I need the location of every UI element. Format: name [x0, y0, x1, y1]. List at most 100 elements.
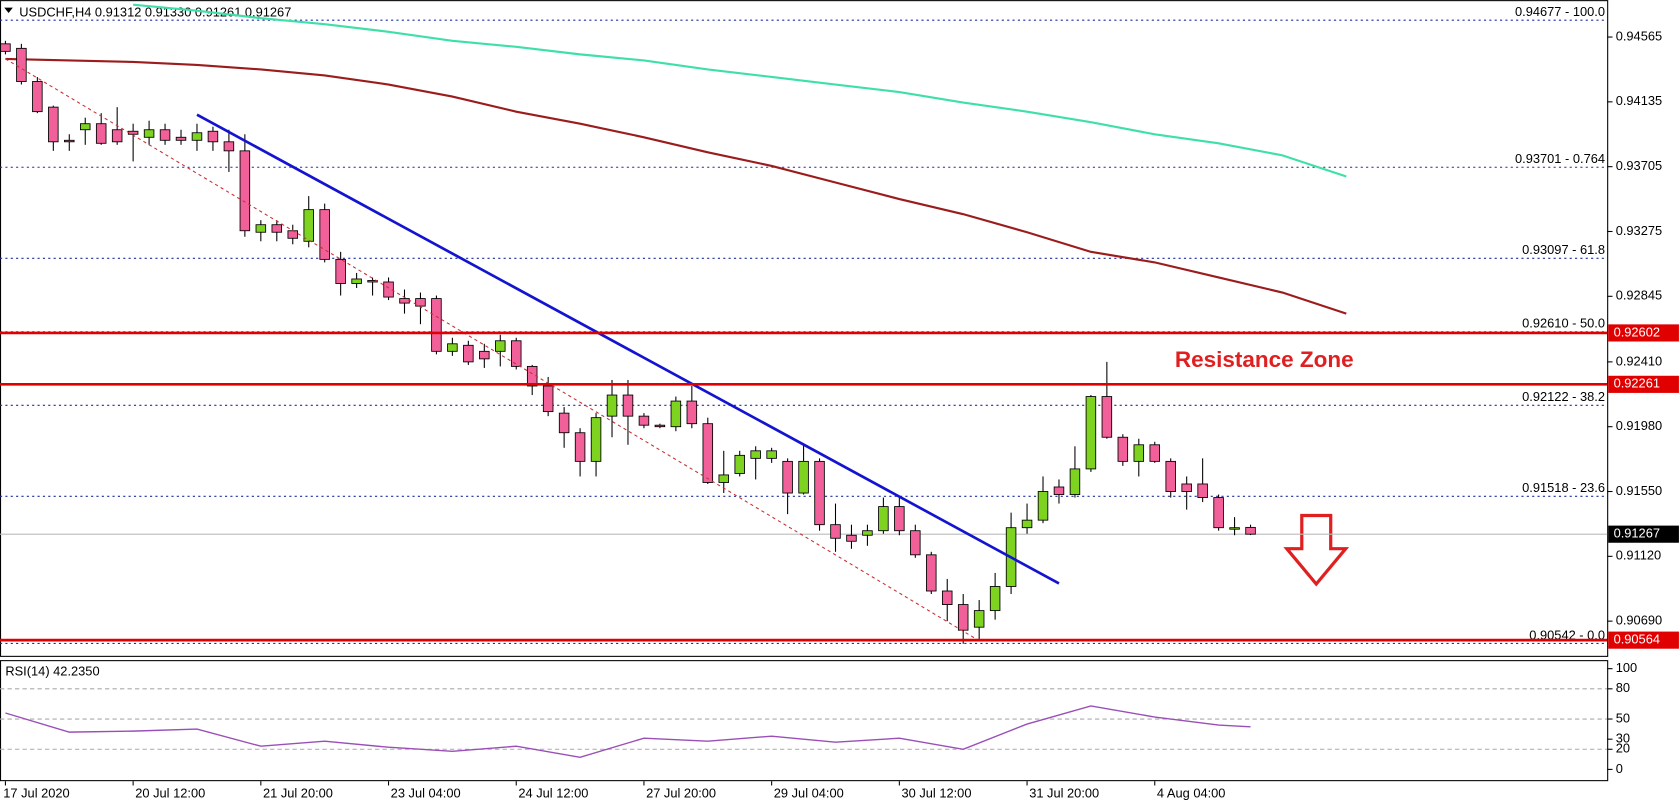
candle-body	[319, 209, 330, 260]
candle-body	[79, 123, 91, 131]
y-tick-label: 0.94565	[1616, 28, 1662, 43]
price-box-label: 0.92602	[1614, 324, 1660, 339]
annotation: Resistance Zone	[1175, 347, 1354, 372]
candle-body	[686, 400, 698, 425]
y-tick-label: 50	[1616, 710, 1630, 725]
y-tick-label: 100	[1616, 660, 1637, 675]
y-tick-label: 0.91980	[1616, 418, 1662, 433]
candle-body	[718, 474, 730, 483]
y-tick-label: 0.90690	[1616, 613, 1662, 628]
candle-body	[255, 224, 267, 233]
candle-body	[798, 460, 809, 494]
candle-body	[670, 400, 682, 428]
candle-body	[271, 224, 283, 233]
candle-body	[1149, 444, 1161, 462]
y-tick-label: 0.91550	[1616, 483, 1662, 498]
x-tick-label: 17 Jul 2020	[3, 785, 69, 800]
candle-body	[878, 506, 889, 532]
y-tick-label: 30	[1616, 731, 1630, 746]
fib-label: 0.92610 - 50.0	[1522, 316, 1605, 331]
sell-arrow	[1283, 513, 1350, 587]
fib-label: 0.91518 - 23.6	[1522, 480, 1605, 495]
candle-body	[622, 394, 634, 417]
candle-body	[1213, 497, 1224, 529]
fib-label: 0.93701 - 0.764	[1515, 151, 1605, 166]
candle-body	[1037, 491, 1049, 521]
candle-body	[1101, 396, 1113, 438]
moving-average	[5, 57, 1347, 315]
candle-body	[654, 424, 666, 428]
candle-body	[926, 554, 937, 592]
fib-label: 0.94677 - 100.0	[1515, 4, 1605, 19]
price-panel	[0, 0, 1609, 657]
candle-body	[1245, 526, 1256, 535]
candle-body	[495, 340, 506, 352]
candle-body	[207, 130, 219, 143]
candle-body	[223, 141, 235, 152]
candle-body	[431, 298, 442, 352]
candle-body	[542, 385, 554, 413]
candle-body	[590, 417, 602, 462]
x-tick-label: 29 Jul 04:00	[774, 785, 844, 800]
y-tick-label: 0.93275	[1616, 223, 1662, 238]
candle-body	[287, 230, 299, 239]
candle-body	[910, 530, 921, 556]
price-box	[1608, 324, 1679, 342]
candle-body	[143, 129, 155, 138]
candle-body	[383, 281, 394, 298]
candle-body	[351, 278, 362, 284]
last-price-box	[1608, 525, 1679, 543]
candle-body	[191, 132, 203, 141]
price-box	[1608, 375, 1679, 393]
candle-body	[399, 298, 410, 304]
candle-body	[941, 590, 953, 605]
candle-body	[957, 604, 969, 631]
candle-body	[989, 586, 1001, 612]
candle-body	[463, 344, 474, 363]
candle-body	[814, 460, 825, 526]
candle-body	[335, 258, 346, 284]
candle-body	[16, 47, 27, 82]
candle-body	[862, 530, 873, 536]
y-tick-label: 80	[1616, 680, 1630, 695]
rsi-panel	[0, 660, 1609, 782]
candle-body	[574, 432, 586, 462]
candle-body	[1229, 527, 1240, 530]
candle-body	[702, 423, 714, 483]
x-tick-label: 31 Jul 20:00	[1029, 785, 1099, 800]
candle-body	[415, 298, 426, 307]
candle-body	[846, 534, 857, 542]
candle-body	[1117, 436, 1129, 462]
candle-body	[830, 524, 841, 539]
y-tick-label: 0.94135	[1616, 93, 1662, 108]
x-tick-label: 30 Jul 12:00	[901, 785, 971, 800]
price-box-label: 0.90564	[1614, 632, 1660, 647]
candle-body	[0, 43, 11, 52]
y-tick-label: 0.92845	[1616, 288, 1662, 303]
trendline	[196, 113, 1060, 585]
y-tick-label: 0	[1616, 761, 1623, 776]
x-tick-label: 23 Jul 04:00	[391, 785, 461, 800]
price-box-label: 0.92261	[1614, 376, 1660, 391]
rsi-line	[5, 705, 1251, 759]
candle-body	[239, 150, 251, 232]
x-tick-label: 20 Jul 12:00	[135, 785, 205, 800]
chart-title: USDCHF,H4 0.91312 0.91330 0.91261 0.9126…	[19, 4, 291, 19]
candle-body	[303, 209, 314, 242]
candle-body	[95, 123, 107, 144]
y-tick-label: 0.93705	[1616, 158, 1662, 173]
candle-body	[111, 129, 123, 143]
menu-triangle	[4, 7, 13, 13]
candle-body	[1181, 483, 1192, 492]
candle-body	[1069, 468, 1081, 495]
x-tick-label: 24 Jul 12:00	[518, 785, 588, 800]
candle-body	[479, 350, 490, 360]
candle-body	[159, 129, 171, 141]
y-tick-label: 0.91120	[1616, 548, 1661, 563]
candle-body	[782, 460, 793, 494]
candle-body	[1085, 396, 1097, 470]
last-price-label: 0.91267	[1614, 526, 1660, 541]
candle-body	[1133, 444, 1145, 462]
